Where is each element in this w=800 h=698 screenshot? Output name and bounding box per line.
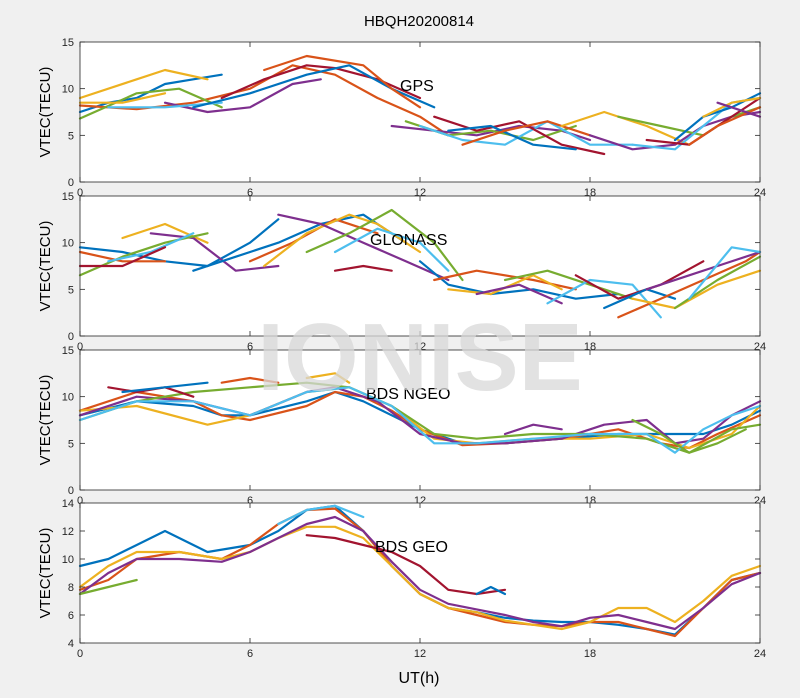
x-tick-label: 0	[77, 341, 83, 353]
series-line	[78, 578, 138, 596]
series-line	[277, 504, 365, 526]
series-line	[475, 585, 507, 596]
panel-annotation: BDS GEO	[375, 539, 448, 556]
panel-annotation: GLONASS	[370, 232, 447, 249]
series-line	[78, 87, 223, 120]
series-line	[688, 106, 762, 146]
series-line	[645, 250, 762, 291]
series-line	[333, 264, 393, 272]
series-line	[418, 120, 634, 146]
y-tick-label: 0	[68, 177, 74, 189]
y-tick-label: 14	[62, 498, 74, 510]
panel-3: 0 6 12 18 24 4 6 8 10 12 14 VTEC(TECU) BDS GEO	[37, 498, 766, 660]
series-line	[503, 423, 563, 436]
series-line	[192, 213, 407, 272]
series-line	[263, 54, 422, 109]
y-tick-label: 4	[68, 638, 74, 650]
series-line	[447, 274, 563, 296]
watermark: IONISE	[257, 304, 582, 411]
series-line	[475, 283, 563, 305]
x-tick-label: 0	[77, 495, 83, 507]
series-line	[163, 78, 322, 114]
y-tick-label: 5	[68, 438, 74, 450]
y-tick-label: 10	[62, 238, 74, 250]
x-tick-label: 12	[414, 648, 426, 660]
x-tick-label: 18	[584, 648, 596, 660]
series-line	[78, 246, 167, 268]
series-line	[78, 250, 167, 263]
series-line	[716, 101, 762, 118]
plot-area	[80, 42, 760, 182]
panel-annotation: GPS	[400, 78, 434, 95]
y-tick-label: 15	[62, 37, 74, 49]
series-line	[702, 96, 762, 118]
y-tick-label: 15	[62, 191, 74, 203]
series-line	[305, 208, 464, 282]
series-line	[277, 213, 450, 282]
series-line	[433, 115, 606, 156]
series-line	[461, 120, 592, 146]
y-tick-label: 10	[62, 554, 74, 566]
series-line	[107, 232, 195, 263]
y-tick-label: 0	[68, 485, 74, 497]
series-line	[333, 227, 450, 272]
y-tick-label: 0	[68, 331, 74, 343]
y-axis-label: VTEC(TECU)	[37, 67, 54, 158]
y-tick-label: 10	[62, 84, 74, 96]
y-tick-label: 6	[68, 610, 74, 622]
series-line	[631, 418, 747, 454]
series-line	[305, 534, 507, 596]
y-axis-label: VTEC(TECU)	[37, 375, 54, 466]
panel-annotation: BDS NGEO	[366, 386, 450, 403]
series-line	[192, 64, 436, 109]
y-tick-label: 5	[68, 130, 74, 142]
y-tick-label: 15	[62, 345, 74, 357]
x-tick-label: 0	[77, 187, 83, 199]
series-line	[121, 381, 209, 394]
series-line	[447, 124, 577, 151]
series-line	[78, 68, 209, 100]
y-axis-label: VTEC(TECU)	[37, 528, 54, 619]
x-tick-label: 0	[77, 648, 83, 660]
series-line	[305, 372, 351, 384]
series-line	[78, 218, 280, 268]
x-tick-label: 24	[754, 648, 766, 660]
y-tick-label: 10	[62, 392, 74, 404]
series-line	[503, 269, 634, 300]
plot-area	[80, 503, 760, 643]
series-line	[78, 386, 762, 454]
x-tick-label: 6	[247, 187, 253, 199]
y-axis-label: VTEC(TECU)	[37, 221, 54, 312]
series-line	[418, 260, 620, 300]
y-tick-label: 5	[68, 284, 74, 296]
x-axis-label: UT(h)	[399, 670, 440, 687]
series-line	[220, 376, 280, 384]
x-tick-label: 6	[247, 341, 253, 353]
x-tick-label: 6	[247, 648, 253, 660]
figure-title: HBQH20200814	[364, 13, 474, 30]
series-line	[688, 246, 762, 300]
series-line	[149, 232, 280, 272]
series-line	[78, 525, 762, 631]
series-line	[78, 515, 762, 631]
series-line	[78, 92, 167, 104]
series-line	[631, 269, 762, 310]
plot-area	[80, 196, 760, 336]
x-tick-label: 6	[247, 495, 253, 507]
series-line	[78, 381, 762, 454]
y-tick-label: 12	[62, 526, 74, 538]
y-tick-label: 8	[68, 582, 74, 594]
